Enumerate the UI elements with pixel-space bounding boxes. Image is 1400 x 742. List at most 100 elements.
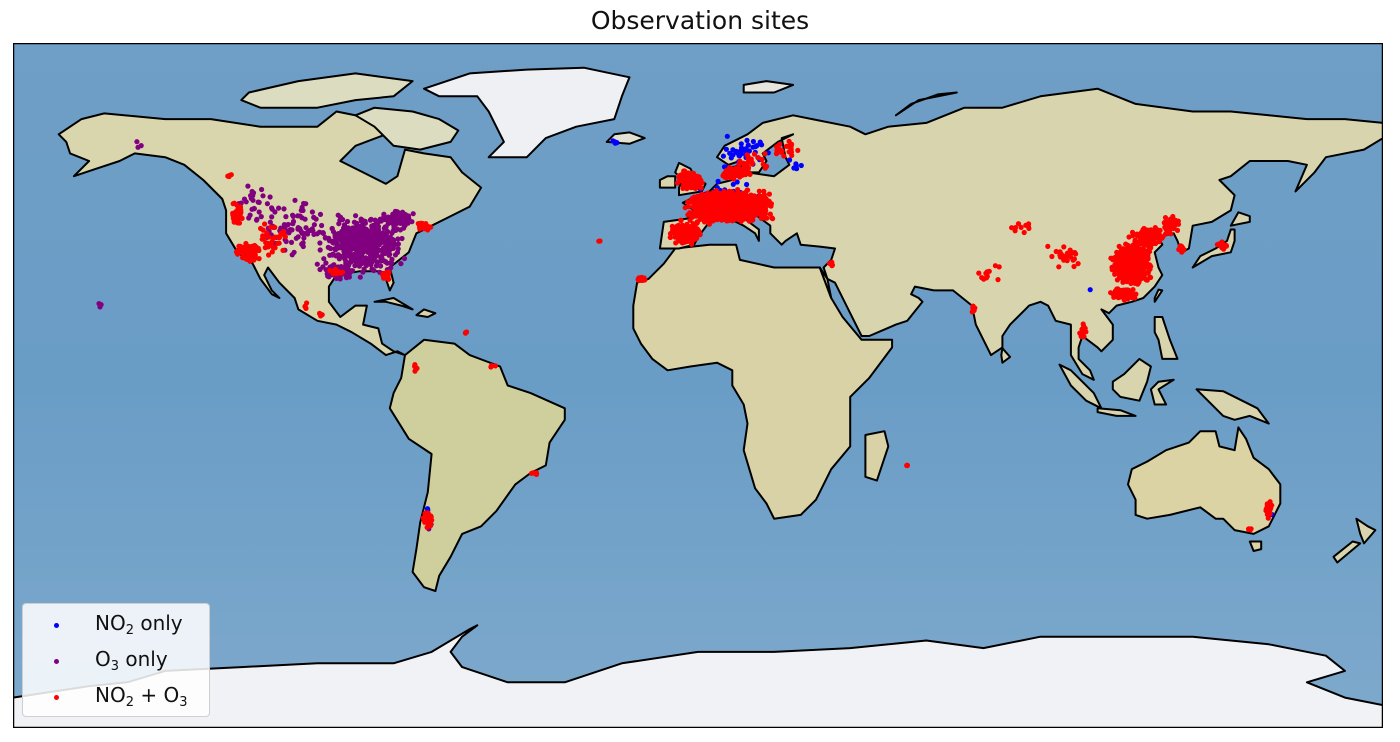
site-marker	[1120, 289, 1126, 295]
site-marker	[696, 203, 702, 209]
site-marker	[680, 185, 686, 191]
site-marker	[734, 179, 740, 185]
site-marker	[342, 264, 348, 270]
site-marker	[768, 201, 775, 207]
site-marker	[1134, 233, 1141, 239]
legend-label-no2-only: NO2 only	[95, 611, 183, 638]
baffin-island-landmass	[354, 106, 460, 151]
site-marker	[751, 151, 758, 157]
site-marker	[740, 160, 747, 166]
site-marker	[344, 236, 350, 242]
site-marker	[685, 174, 692, 180]
site-marker	[1247, 527, 1253, 533]
site-marker	[337, 253, 343, 259]
site-marker	[371, 253, 377, 259]
site-marker	[724, 133, 730, 139]
site-marker	[676, 222, 682, 228]
site-marker	[321, 256, 327, 262]
site-marker	[304, 229, 311, 235]
site-marker	[272, 209, 278, 215]
site-marker	[343, 229, 349, 235]
site-marker	[1009, 225, 1015, 231]
site-marker	[399, 235, 405, 242]
site-marker	[135, 144, 141, 150]
site-marker	[397, 215, 403, 221]
site-marker	[745, 187, 751, 193]
site-marker	[280, 229, 287, 235]
site-marker	[355, 251, 361, 257]
site-marker	[795, 147, 801, 153]
site-marker	[702, 218, 708, 224]
site-marker	[329, 263, 335, 269]
site-marker	[401, 255, 408, 262]
site-marker	[1146, 268, 1152, 274]
site-marker	[327, 245, 334, 252]
site-marker	[378, 263, 384, 269]
site-marker	[380, 230, 386, 236]
site-marker	[749, 194, 756, 200]
site-marker	[735, 187, 741, 193]
site-marker	[743, 213, 749, 219]
site-marker	[1128, 257, 1134, 263]
site-marker	[756, 188, 762, 194]
legend-marker-o3-only	[54, 659, 59, 664]
site-marker	[269, 214, 275, 220]
site-marker	[301, 235, 307, 241]
site-marker	[268, 224, 274, 230]
site-marker	[724, 191, 730, 198]
site-marker	[691, 229, 697, 235]
site-marker	[635, 276, 641, 282]
novaya-zemlya-landmass	[894, 91, 958, 117]
site-marker	[238, 247, 244, 253]
africa-landmass	[632, 243, 894, 520]
site-marker	[265, 234, 271, 240]
site-marker	[533, 471, 540, 477]
site-marker	[773, 151, 780, 157]
site-marker	[331, 268, 337, 274]
site-marker	[335, 245, 341, 251]
site-marker	[322, 235, 328, 241]
site-marker	[319, 222, 325, 229]
site-marker	[238, 207, 244, 213]
site-marker	[350, 232, 356, 239]
site-marker	[295, 234, 301, 240]
site-marker	[681, 168, 687, 174]
site-marker	[247, 246, 253, 252]
site-marker	[1056, 264, 1062, 270]
site-marker	[1080, 321, 1086, 327]
site-marker	[317, 310, 323, 316]
site-marker	[1026, 221, 1032, 227]
site-marker	[395, 246, 401, 252]
site-marker	[697, 196, 703, 202]
site-marker	[317, 240, 323, 246]
site-marker	[1163, 226, 1170, 233]
site-marker	[362, 218, 368, 224]
site-marker	[694, 226, 701, 232]
site-marker	[266, 252, 272, 258]
site-marker	[1124, 274, 1130, 280]
south-america-landmass	[388, 338, 566, 592]
java-landmass	[1096, 407, 1137, 417]
site-marker	[1219, 239, 1225, 245]
site-marker	[992, 263, 999, 269]
site-marker	[309, 226, 315, 232]
site-marker	[358, 234, 364, 240]
site-marker	[682, 205, 688, 211]
site-marker	[698, 185, 704, 191]
site-marker	[335, 212, 341, 218]
site-marker	[259, 186, 265, 193]
site-marker	[682, 227, 688, 233]
site-marker	[1059, 254, 1065, 260]
site-marker	[1120, 268, 1126, 274]
site-marker	[739, 190, 745, 196]
site-marker	[369, 245, 375, 251]
site-marker	[1175, 218, 1181, 224]
site-marker	[1026, 225, 1032, 231]
site-marker	[492, 363, 498, 369]
site-marker	[669, 223, 675, 229]
site-marker	[345, 253, 352, 259]
site-marker	[721, 196, 727, 202]
site-marker	[727, 175, 734, 181]
site-marker	[1053, 248, 1059, 255]
site-marker	[762, 151, 768, 157]
